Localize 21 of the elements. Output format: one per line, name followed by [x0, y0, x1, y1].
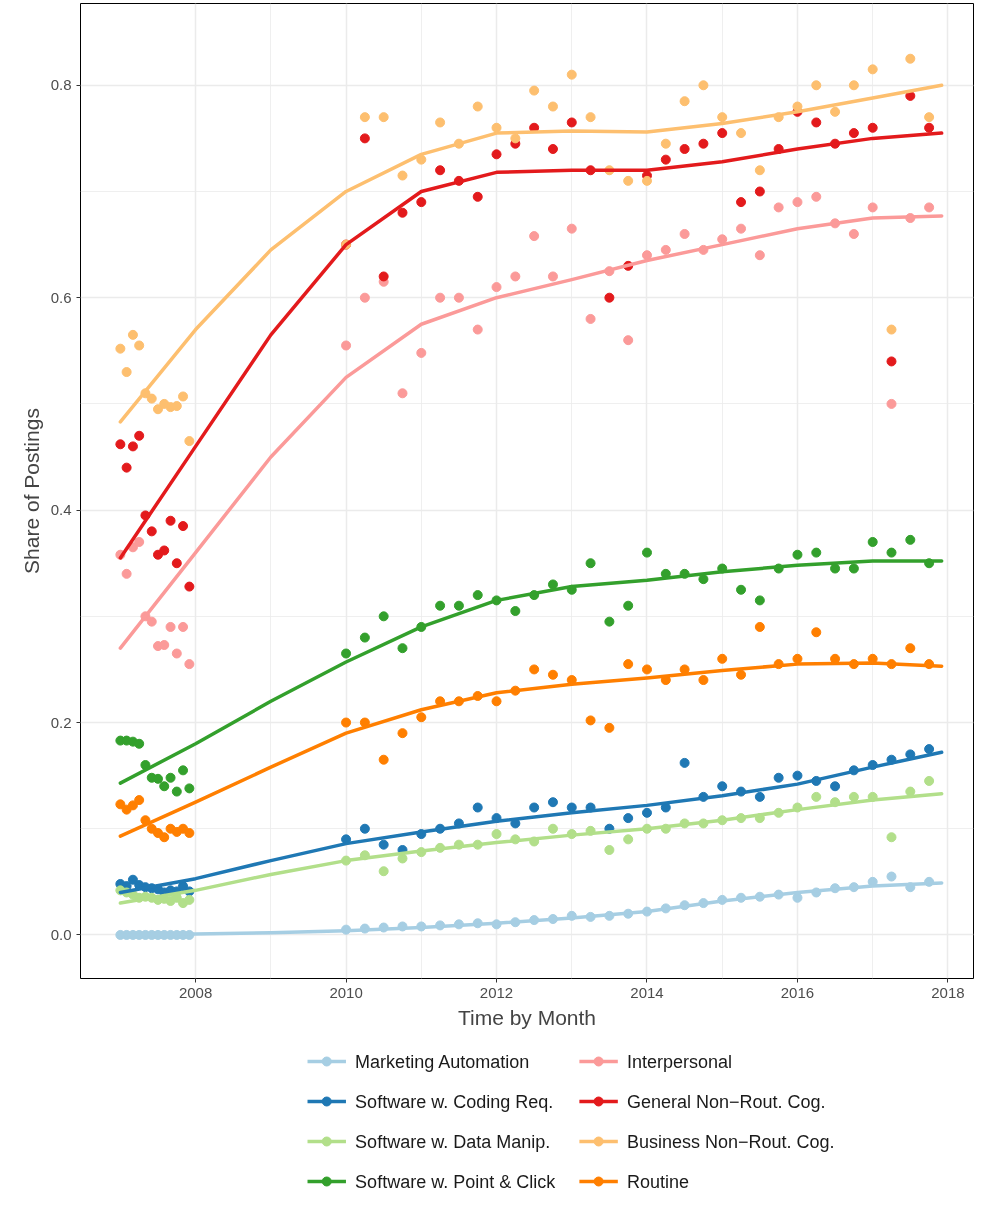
x-tick-label: 2012: [479, 983, 514, 1001]
x-tick-label: 2010: [329, 983, 363, 1001]
y-tick-label: 0.0: [50, 925, 72, 943]
x-axis-title: Time by Month: [457, 1005, 597, 1029]
legend-label: Business Non−Rout. Cog.: [626, 1131, 835, 1152]
y-tick-label: 0.4: [50, 501, 72, 519]
legend-label: Software w. Point & Click: [355, 1171, 557, 1192]
y-tick-label: 0.6: [50, 288, 72, 306]
y-tick-label: 0.2: [50, 713, 72, 731]
legend-label: Routine: [626, 1171, 690, 1192]
legend-label: Software w. Data Manip.: [355, 1131, 551, 1152]
legend-label: Software w. Coding Req.: [355, 1091, 554, 1112]
legend-label: General Non−Rout. Cog.: [626, 1091, 826, 1112]
y-tick-label: 0.8: [50, 76, 72, 94]
x-tick-label: 2016: [780, 983, 815, 1001]
legend-label: Interpersonal: [626, 1051, 733, 1072]
y-axis-title: Share of Postings: [19, 408, 43, 574]
x-tick-label: 2018: [931, 983, 965, 1001]
legend-label: Marketing Automation: [355, 1051, 530, 1072]
x-tick-label: 2008: [178, 983, 213, 1001]
x-tick-label: 2014: [630, 983, 664, 1001]
